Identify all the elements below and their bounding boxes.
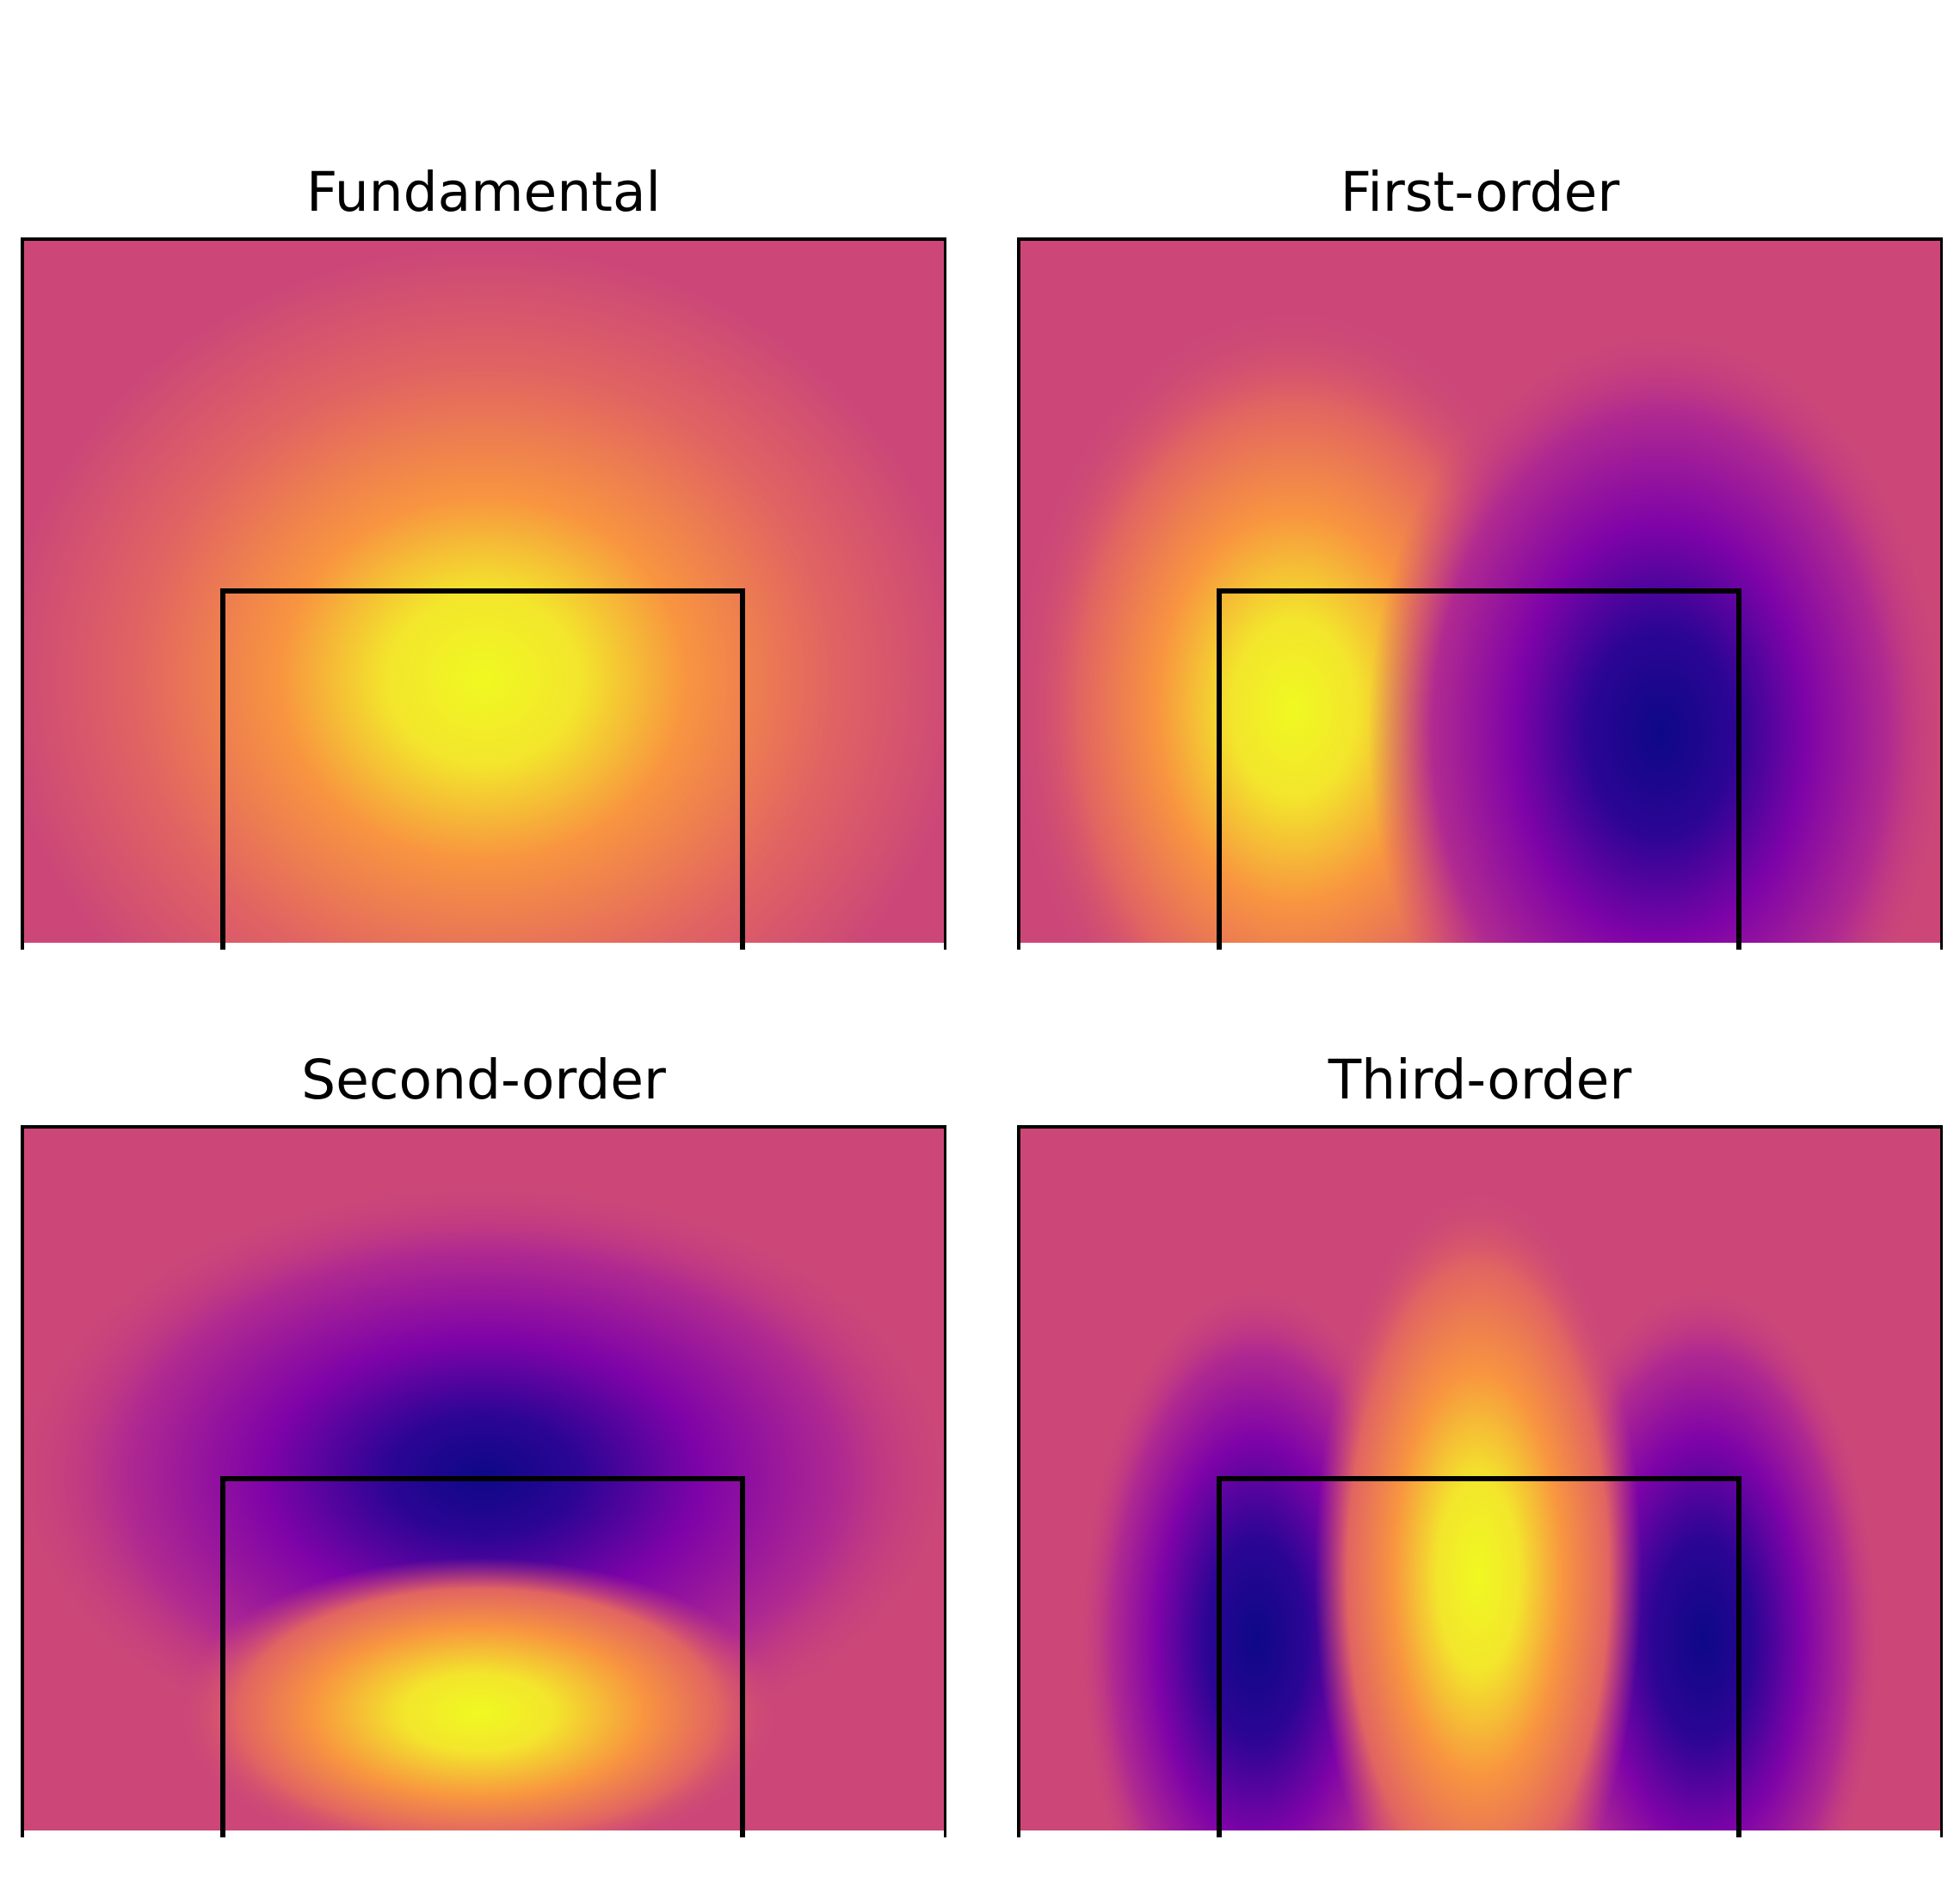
resonator-box bbox=[220, 1476, 745, 1837]
plot-frame bbox=[21, 237, 946, 950]
resonator-box bbox=[1217, 1476, 1741, 1837]
field-clip-band bbox=[1017, 943, 1943, 950]
mode-plot-third-order bbox=[1017, 1125, 1943, 1837]
mode-plot-second-order bbox=[21, 1125, 946, 1837]
resonator-box bbox=[220, 588, 745, 950]
plot-frame bbox=[1017, 1125, 1943, 1837]
panel-first-order: First-order bbox=[1017, 158, 1943, 950]
plot-frame bbox=[21, 1125, 946, 1837]
mode-plot-first-order bbox=[1017, 237, 1943, 950]
plot-frame bbox=[1017, 237, 1943, 950]
panel-title: First-order bbox=[1340, 161, 1620, 224]
mode-plot-fundamental bbox=[21, 237, 946, 950]
panel-title: Second-order bbox=[301, 1049, 666, 1111]
resonator-box bbox=[1217, 588, 1741, 950]
panel-title: Third-order bbox=[1328, 1049, 1632, 1111]
field-clip-band bbox=[21, 1830, 946, 1837]
panel-title: Fundamental bbox=[305, 161, 662, 224]
panel-fundamental: Fundamental bbox=[21, 158, 946, 950]
panel-second-order: Second-order bbox=[21, 1046, 946, 1837]
panel-third-order: Third-order bbox=[1017, 1046, 1943, 1837]
field-clip-band bbox=[21, 943, 946, 950]
field-clip-band bbox=[1017, 1830, 1943, 1837]
